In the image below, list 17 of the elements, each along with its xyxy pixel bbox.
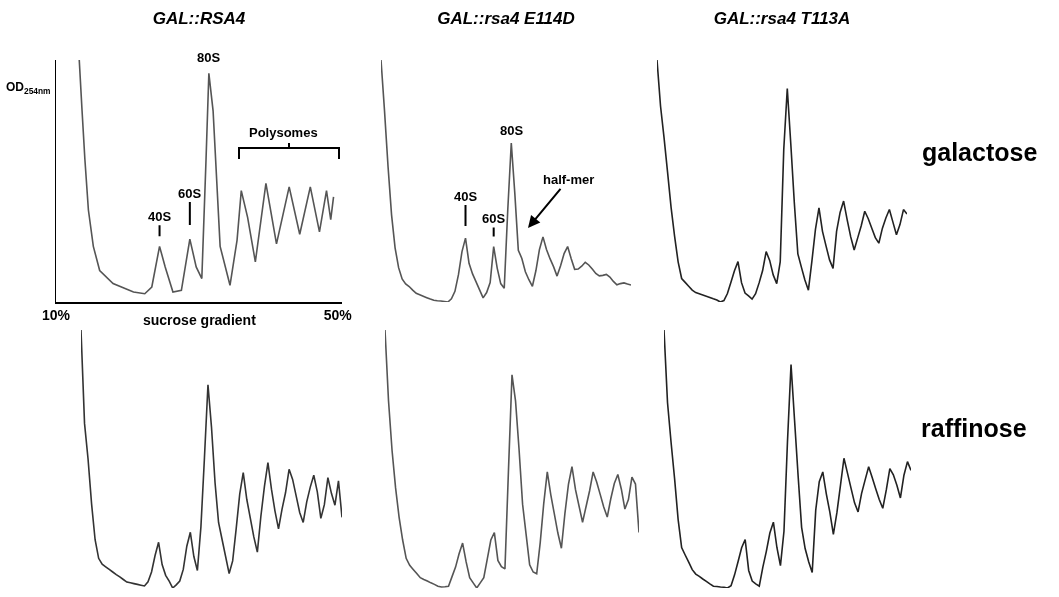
y-axis-title: OD$_{254nm}$ bbox=[6, 80, 51, 96]
annotation: 80S bbox=[500, 123, 524, 138]
x-tick-label: 50% bbox=[323, 307, 353, 324]
annotation: half-mer bbox=[543, 172, 595, 187]
text: raffinose bbox=[921, 414, 1027, 442]
chart-title: GAL::rsa4 E114D bbox=[437, 8, 575, 28]
annotation: 40S bbox=[454, 189, 478, 204]
annotation: 60S bbox=[178, 186, 202, 201]
chart-title: GAL::RSA4 bbox=[152, 8, 246, 28]
x-axis-title: sucrose gradient bbox=[143, 312, 257, 328]
annotation: 40S bbox=[148, 209, 172, 224]
x-tick-label: 10% bbox=[41, 307, 71, 324]
annotation: 80S bbox=[197, 50, 221, 65]
text: galactose bbox=[922, 138, 1038, 166]
annotation: Polysomes bbox=[249, 125, 318, 140]
chart-title: GAL::rsa4 T113A bbox=[713, 8, 851, 28]
annotation: 60S bbox=[482, 211, 506, 226]
